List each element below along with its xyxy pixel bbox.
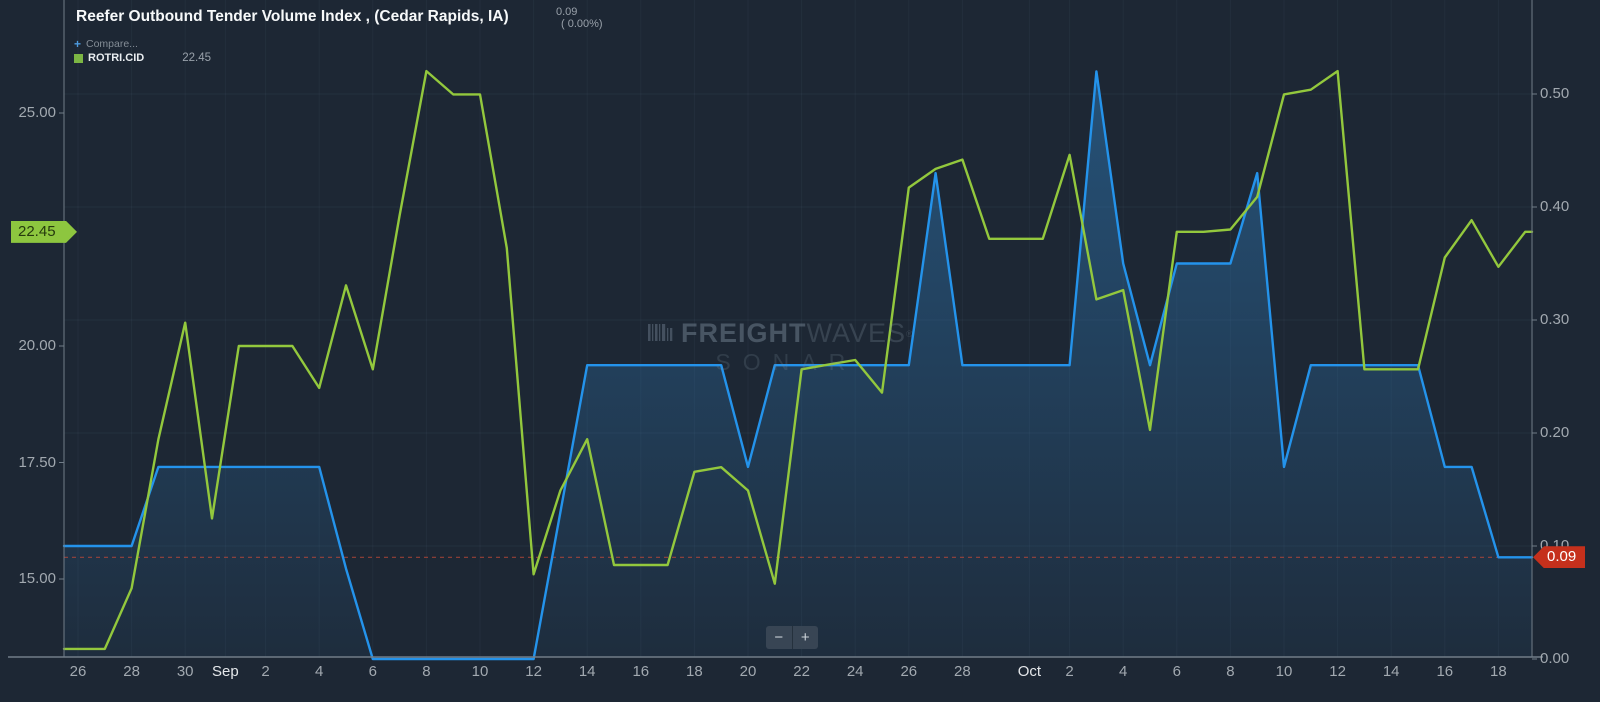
x-axis-label: 2 (1065, 663, 1074, 680)
right-axis-current-value-tag: 0.09 (1533, 546, 1585, 569)
right-axis-label: 0.50 (1540, 85, 1570, 102)
x-axis-label: 10 (471, 663, 489, 680)
quote-block: 0.09 ( 0.00%) (556, 6, 603, 30)
zoom-in-button[interactable]: + (791, 626, 819, 649)
x-axis-label: 30 (176, 663, 194, 680)
zoom-controls: − + (766, 626, 818, 649)
x-axis-label: 6 (368, 663, 377, 680)
x-axis-label: 8 (422, 663, 431, 680)
right-axis-label: 0.20 (1540, 424, 1570, 441)
x-axis-label: 20 (739, 663, 757, 680)
x-axis-label: 28 (954, 663, 971, 680)
last-value: 0.09 (556, 6, 578, 18)
x-axis-label: 12 (1329, 663, 1346, 680)
legend-series-entry[interactable]: ROTRI.CID 22.45 (74, 51, 211, 65)
right-axis-label: 0.40 (1540, 198, 1570, 215)
x-axis-label: 16 (1436, 663, 1454, 680)
green-line-series (62, 69, 1534, 651)
x-axis-label: 14 (1382, 663, 1400, 680)
x-axis-label: 10 (1275, 663, 1293, 680)
series-color-swatch-icon (74, 53, 83, 63)
x-axis-label: 26 (900, 663, 918, 680)
x-axis-label: Sep (212, 663, 239, 680)
chart-title: Reefer Outbound Tender Volume Index , (C… (76, 8, 509, 25)
x-axis-label: 4 (1119, 663, 1128, 680)
blue-area-fill (64, 71, 1532, 659)
value-change-percent: ( 0.00%) (561, 18, 603, 30)
left-axis-label: 17.50 (18, 453, 56, 471)
series-current-value: 22.45 (182, 52, 212, 64)
left-axis-current-value-tag: 22.45 (11, 221, 77, 243)
plus-icon: + (74, 37, 82, 51)
left-axis-label: 25.00 (18, 104, 56, 121)
x-axis-label: 26 (69, 663, 87, 680)
series-symbol: ROTRI.CID (88, 52, 145, 64)
x-axis-label: 8 (1226, 663, 1235, 680)
right-axis-label: 0.30 (1540, 311, 1570, 328)
left-axis-label: 15.00 (18, 570, 56, 587)
compare-label: Compare... (86, 38, 138, 50)
x-axis-label: 2 (261, 663, 270, 680)
left-axis-label: 20.00 (18, 337, 56, 354)
zoom-out-button[interactable]: − (774, 629, 784, 646)
x-axis-label: 12 (525, 663, 542, 680)
x-axis-label: 18 (1490, 663, 1507, 680)
blue-line-series (62, 70, 1534, 661)
x-axis-label: 16 (632, 663, 650, 680)
right-axis-label: 0.00 (1540, 650, 1570, 667)
x-axis-label: 6 (1172, 663, 1181, 680)
legend: + Compare... ROTRI.CID 22.45 (74, 37, 211, 65)
compare-control[interactable]: + Compare... (74, 37, 211, 51)
x-axis-label: Oct (1017, 663, 1042, 680)
x-axis-label: 22 (793, 663, 810, 680)
x-axis-label: 28 (123, 663, 140, 680)
x-axis-label: 24 (846, 663, 864, 680)
x-axis-label: 18 (686, 663, 703, 680)
x-axis-label: 4 (315, 663, 324, 680)
x-axis-label: 14 (578, 663, 596, 680)
